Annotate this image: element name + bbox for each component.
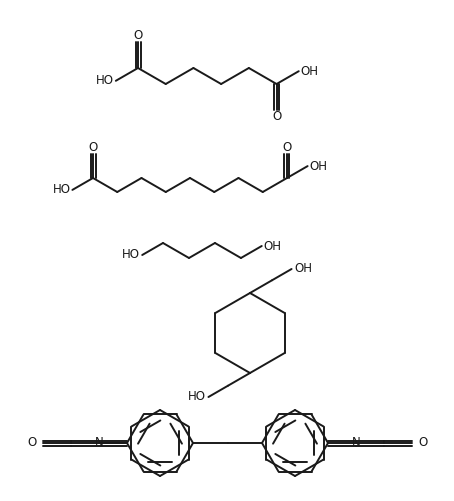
- Text: O: O: [418, 436, 427, 449]
- Text: OH: OH: [310, 160, 328, 173]
- Text: O: O: [272, 110, 281, 123]
- Text: HO: HO: [52, 183, 70, 196]
- Text: O: O: [28, 436, 37, 449]
- Text: O: O: [89, 141, 98, 154]
- Text: OH: OH: [295, 263, 312, 276]
- Text: HO: HO: [122, 248, 140, 262]
- Text: OH: OH: [301, 65, 319, 78]
- Text: N: N: [352, 436, 360, 449]
- Text: OH: OH: [264, 239, 282, 253]
- Text: N: N: [94, 436, 104, 449]
- Text: O: O: [282, 141, 291, 154]
- Text: HO: HO: [188, 390, 205, 403]
- Text: HO: HO: [96, 74, 114, 87]
- Text: O: O: [133, 29, 143, 42]
